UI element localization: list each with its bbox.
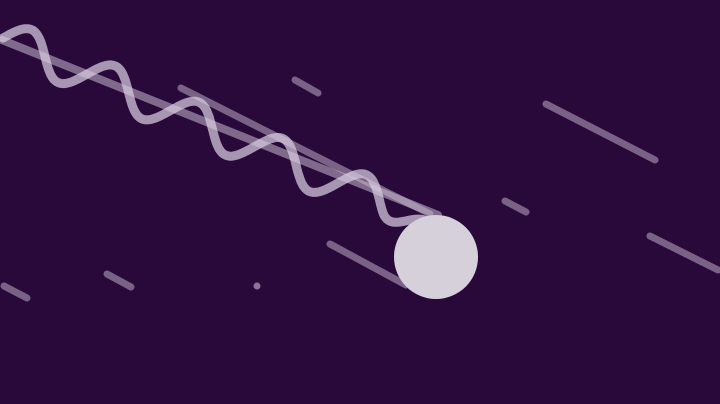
dust-dot	[253, 282, 261, 290]
streak-long-left	[0, 36, 442, 219]
streak-short-top	[291, 76, 322, 97]
speed-streaks	[0, 36, 720, 302]
streak-right-small	[501, 197, 530, 216]
streak-under-orb	[326, 240, 410, 289]
sine-wave-icon	[0, 24, 436, 227]
streak-right-bottom	[646, 232, 720, 274]
streak-right-top	[542, 100, 659, 164]
streak-mid-bottom	[103, 270, 135, 291]
orb-icon	[394, 215, 478, 299]
streak-mid-upper	[177, 84, 434, 218]
streak-left-bottom	[0, 282, 31, 302]
